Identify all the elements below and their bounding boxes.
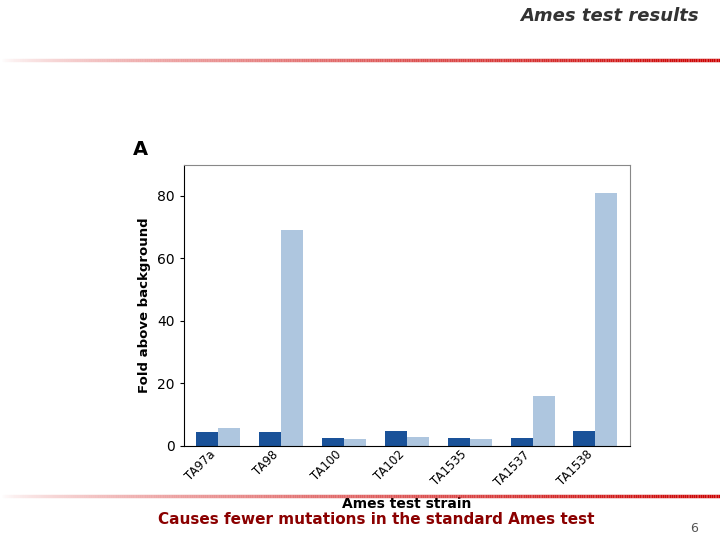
- Bar: [510, 438, 533, 446]
- Bar: [469, 438, 492, 445]
- Text: A: A: [133, 140, 148, 159]
- Bar: [595, 193, 618, 446]
- Text: Ames test results: Ames test results: [520, 7, 698, 25]
- Bar: [281, 230, 303, 446]
- X-axis label: Ames test strain: Ames test strain: [342, 497, 472, 511]
- Bar: [196, 433, 218, 446]
- Bar: [218, 428, 240, 446]
- Bar: [384, 430, 407, 445]
- Text: 6: 6: [690, 522, 698, 535]
- Bar: [573, 430, 595, 445]
- Bar: [344, 439, 366, 446]
- Y-axis label: Fold above background: Fold above background: [138, 217, 151, 393]
- Text: Causes fewer mutations in the standard Ames test: Causes fewer mutations in the standard A…: [158, 512, 595, 527]
- Bar: [322, 438, 344, 446]
- Bar: [407, 437, 429, 445]
- Bar: [448, 438, 469, 446]
- Bar: [533, 396, 554, 446]
- Bar: [259, 432, 281, 445]
